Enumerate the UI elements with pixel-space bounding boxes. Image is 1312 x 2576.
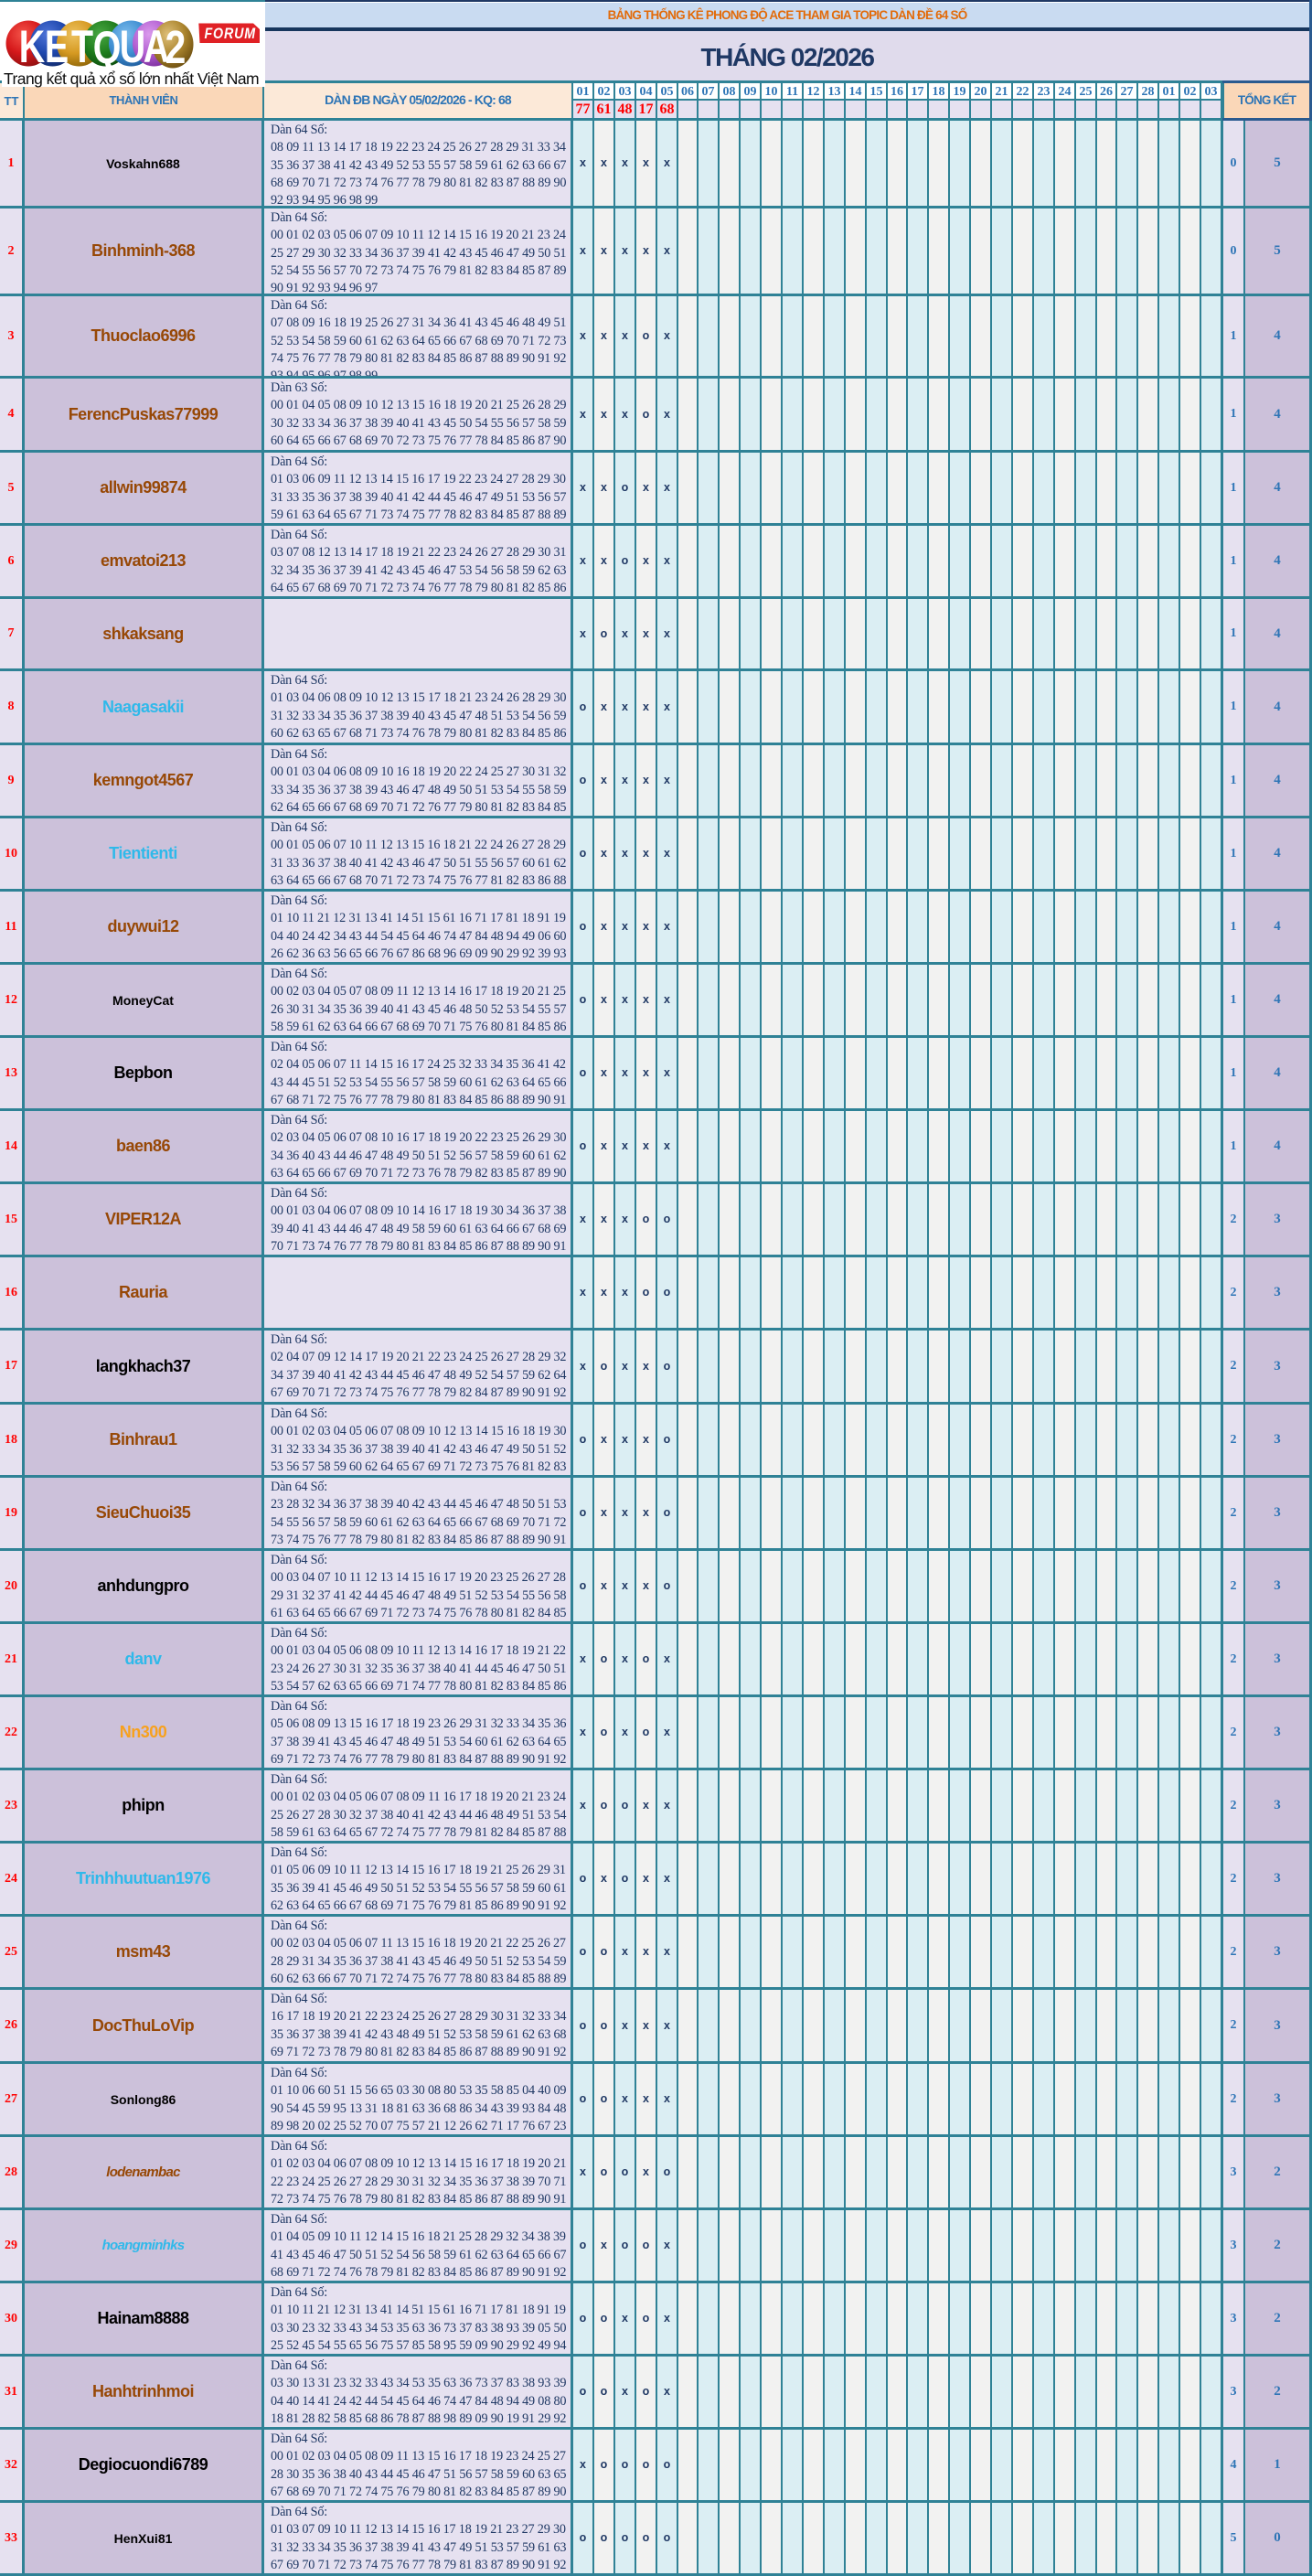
svg-text:Q: Q (93, 21, 122, 73)
svg-text:K: K (19, 20, 46, 72)
svg-text:A: A (144, 20, 169, 72)
svg-text:E: E (45, 20, 69, 72)
svg-text:2: 2 (165, 21, 187, 73)
svg-text:FORUM: FORUM (205, 26, 256, 42)
svg-text:U: U (120, 20, 145, 72)
svg-text:T: T (71, 20, 93, 72)
